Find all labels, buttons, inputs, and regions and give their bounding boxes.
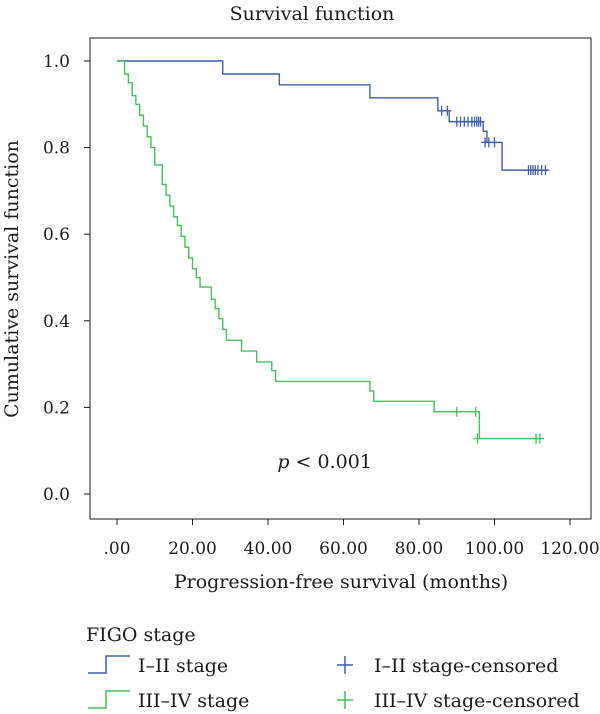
x-tick-label: 100.00 [465,539,524,559]
censor-mark [471,406,480,417]
x-tick-label: 120.00 [540,539,599,559]
censor-mark [473,433,482,444]
legend-label: III–IV stage-censored [374,690,580,712]
x-axis: .00 20.00 40.00 60.00 80.00 100.00 120.00 [103,519,600,559]
y-tick-label: 0.6 [43,225,70,245]
legend-title: FIGO stage [86,624,196,646]
censor-mark [490,137,499,148]
censor-mark [443,105,452,116]
y-tick-label: 1.0 [43,52,70,72]
legend-label: I–II stage-censored [374,655,558,677]
legend-step-swatch [88,655,130,674]
legend-censor-swatch [337,656,353,674]
plot-frame [89,37,592,520]
y-tick-label: 0.2 [43,398,70,418]
legend-item: III–IV stage [88,690,249,712]
censor-mark [476,116,485,127]
legend-item: III–IV stage-censored [337,690,580,712]
legend-label: III–IV stage [138,690,249,712]
series-layer [117,60,550,444]
p-value-annotation: p < 0.001 [277,451,372,473]
legend-step-swatch [88,690,130,709]
p-value-text: < 0.001 [290,451,372,473]
y-tick-label: 0.0 [43,485,70,505]
survival-curve-0 [117,60,548,171]
censor-mark [541,165,550,176]
censor-mark [452,406,461,417]
legend-censor-swatch [337,691,353,709]
y-tick-label: 0.8 [43,139,70,159]
x-tick-label: 80.00 [395,539,444,559]
x-axis-label: Progression-free survival (months) [174,571,508,593]
censor-mark [535,433,544,444]
legend: FIGO stage I–II stage I–II stage-censored… [86,624,580,712]
legend-item: I–II stage-censored [337,655,558,677]
y-axis: 0.0 0.2 0.4 0.6 0.8 1.0 [43,52,90,505]
x-tick-label: 40.00 [244,539,293,559]
y-axis-label: Cumulative survival function [1,140,23,418]
legend-item: I–II stage [88,655,228,677]
p-symbol: p [277,451,289,473]
legend-label: I–II stage [138,655,228,677]
survival-curve-1 [117,60,540,440]
y-tick-label: 0.4 [43,312,70,332]
chart-title: Survival function [230,3,395,25]
x-tick-label: 60.00 [319,539,368,559]
x-tick-label: 20.00 [168,539,217,559]
x-tick-label: .00 [103,539,130,559]
